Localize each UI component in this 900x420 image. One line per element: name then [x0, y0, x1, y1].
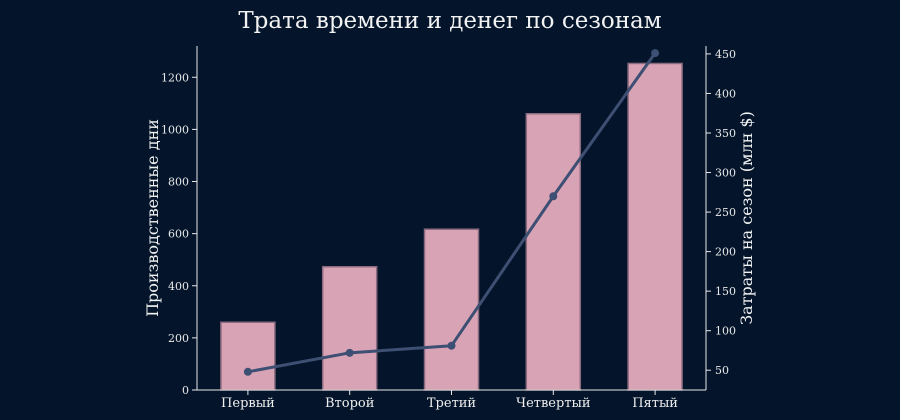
bar-4: [525, 113, 582, 391]
y-right-tick-label: 250: [715, 206, 736, 219]
x-tick-label: Первый: [221, 396, 275, 411]
y-left-tick-label: 600: [168, 228, 189, 241]
y-left-tick-label: 400: [168, 280, 189, 293]
cost-point-4: [549, 192, 558, 201]
y-right-tick-label: 400: [715, 87, 736, 100]
chart-title: Трата времени и денег по сезонам: [238, 8, 661, 34]
bar-1: [220, 321, 276, 391]
y-axis-left-label: Производственные дни: [143, 119, 162, 317]
bar-2: [321, 265, 378, 391]
y-right-tick-label: 450: [715, 48, 736, 61]
cost-point-3: [447, 341, 456, 350]
plot-area: 0 200 400 600 800 1000 1200 50 100 150 200 250 300 35…: [161, 46, 736, 411]
bar-5: [627, 62, 683, 391]
y-left-tick-label: 0: [182, 384, 189, 397]
y-right-tick-label: 150: [715, 285, 736, 298]
y-right-tick-label: 100: [715, 325, 736, 338]
y-left-tick-label: 800: [168, 176, 189, 189]
y-right-tick-label: 350: [715, 127, 736, 140]
bar-3: [423, 228, 480, 391]
y-right-tick-label: 50: [715, 364, 729, 377]
y-left-tick-label: 200: [168, 332, 189, 345]
y-right-tick-label: 300: [715, 167, 736, 180]
y-right-tick-label: 200: [715, 246, 736, 259]
x-tick-label: Второй: [325, 396, 374, 411]
y-left-tick-label: 1000: [161, 123, 189, 136]
x-tick-label: Третий: [427, 396, 476, 411]
cost-point-2: [345, 348, 354, 357]
cost-point-5: [651, 49, 660, 58]
y-left-tick-label: 1200: [161, 71, 189, 84]
y-axis-right-label: Затраты на сезон (млн $): [737, 111, 756, 325]
x-tick-label: Четвертый: [516, 396, 590, 411]
x-tick-label: Пятый: [632, 396, 678, 411]
cost-point-1: [243, 367, 252, 376]
